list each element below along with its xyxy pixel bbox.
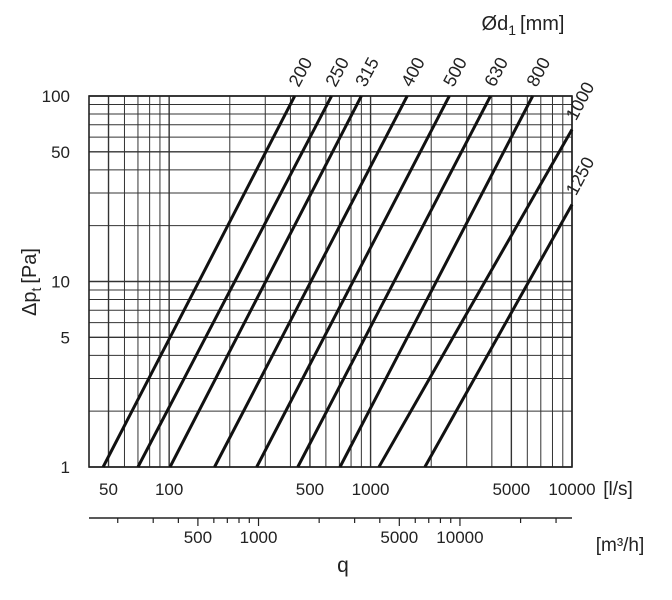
x2-axis-unit: [m³/h] <box>596 535 645 556</box>
tick-labels: 50 100 500 1000 5000 10000 1 5 10 50 100 <box>42 87 596 499</box>
y-tick-label: 1 <box>61 458 70 477</box>
series-label-500: 500 <box>439 54 471 90</box>
series-label-800: 800 <box>523 54 555 90</box>
y-axis-label-sub: t <box>28 287 44 291</box>
series-label-1000: 1000 <box>562 79 598 124</box>
series-label-630: 630 <box>480 54 512 90</box>
legend-title-unit: [mm] <box>520 13 564 35</box>
x-tick-label: 500 <box>296 480 324 499</box>
x2-tick-label: 5000 <box>380 528 418 547</box>
x-axis-label: q <box>337 554 349 577</box>
x2-tick-label: 500 <box>184 528 212 547</box>
series-line-1250 <box>423 203 574 468</box>
legend-title-main: Ød <box>482 13 509 35</box>
series-lines <box>101 95 574 468</box>
x-tick-label: 100 <box>155 480 183 499</box>
x-tick-label: 5000 <box>492 480 530 499</box>
y-axis-label-main: Δp <box>19 291 41 315</box>
legend-title-sub: 1 <box>508 22 516 38</box>
series-line-200 <box>101 95 297 468</box>
y-tick-label: 100 <box>42 87 70 106</box>
y-tick-label: 5 <box>61 328 70 347</box>
x-axis-unit: [l/s] <box>603 479 633 500</box>
x2-tick-label: 10000 <box>436 528 483 547</box>
x2-tick-label: 1000 <box>240 528 278 547</box>
series-line-800 <box>338 95 535 468</box>
x-tick-label: 10000 <box>548 480 595 499</box>
series-line-1000 <box>377 128 574 468</box>
y-axis-label: Δpt [Pa] <box>19 248 44 316</box>
series-line-250 <box>136 95 333 468</box>
series-line-315 <box>168 95 363 468</box>
y-tick-label: 50 <box>51 143 70 162</box>
legend-title: Ød1 [mm] <box>482 13 565 38</box>
series-label-200: 200 <box>285 54 317 90</box>
series-label-250: 250 <box>321 54 353 90</box>
series-line-500 <box>255 95 451 468</box>
y-axis-label-unit: [Pa] <box>19 248 41 284</box>
x-tick-label: 1000 <box>352 480 390 499</box>
series-line-400 <box>213 95 409 468</box>
secondary-x-axis: 500 1000 5000 10000 <box>89 517 572 547</box>
grid <box>88 95 573 468</box>
series-label-1250: 1250 <box>562 154 598 199</box>
series-line-630 <box>296 95 492 468</box>
x-tick-label: 50 <box>99 480 118 499</box>
series-label-400: 400 <box>397 54 429 90</box>
y-tick-label: 10 <box>51 273 70 292</box>
series-label-315: 315 <box>351 54 383 90</box>
